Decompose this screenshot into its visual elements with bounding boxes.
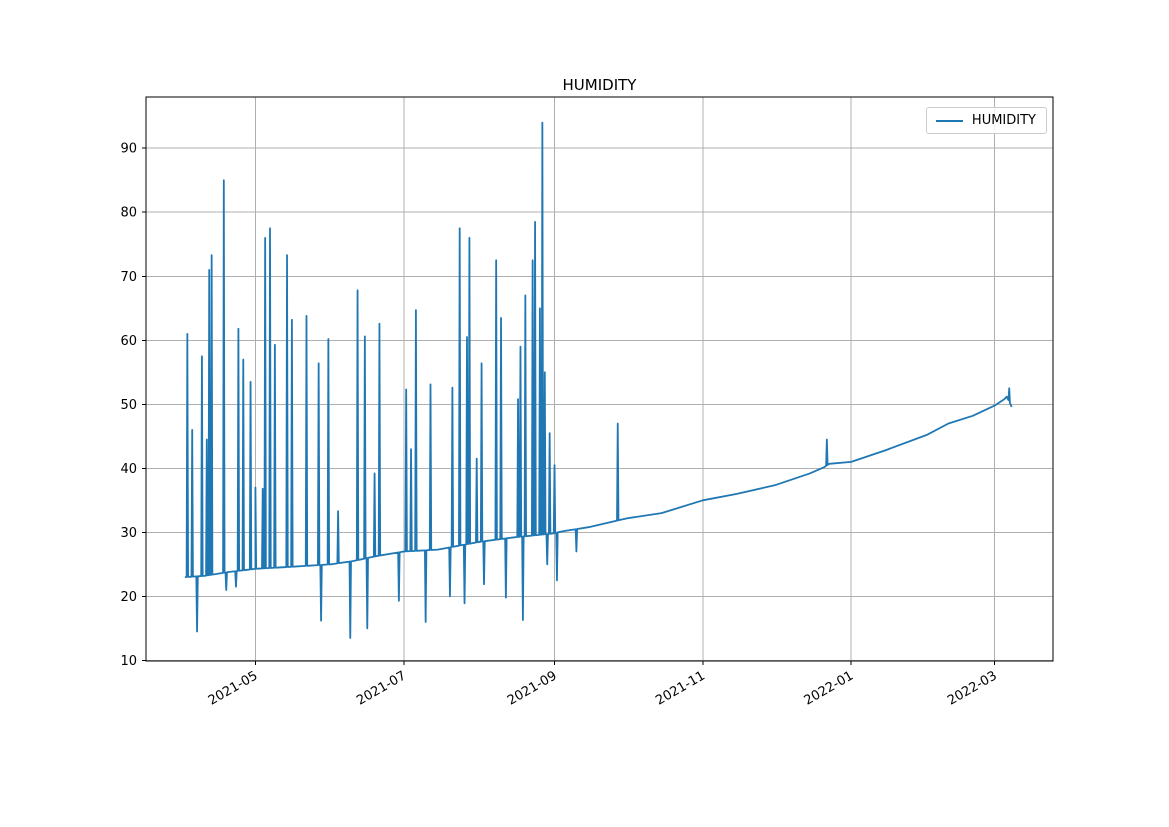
y-tick-label: 60: [120, 334, 137, 349]
y-tick-label: 50: [120, 398, 137, 413]
y-tick-label: 30: [120, 526, 137, 541]
plot-border: [145, 96, 1054, 662]
x-tick-label: 2021-07: [354, 668, 409, 708]
x-tick-label: 2021-05: [206, 668, 261, 708]
y-tick-label: 80: [120, 206, 137, 221]
y-tick-label: 70: [120, 270, 137, 285]
series-humidity-line: [184, 121, 1013, 639]
chart-title: HUMIDITY: [562, 76, 637, 94]
legend: HUMIDITY: [925, 107, 1047, 134]
x-tick-label: 2021-11: [653, 668, 708, 708]
x-tick-label: 2021-09: [505, 668, 560, 708]
y-tick-label: 40: [120, 462, 137, 477]
y-tick-label: 20: [120, 590, 137, 605]
legend-label: HUMIDITY: [971, 113, 1036, 128]
legend-line-sample-icon: [935, 119, 963, 122]
y-tick-label: 90: [120, 142, 137, 157]
x-tick-label: 2022-01: [802, 668, 857, 708]
y-tick-label: 10: [120, 654, 137, 669]
x-tick-label: 2022-03: [945, 668, 1000, 708]
